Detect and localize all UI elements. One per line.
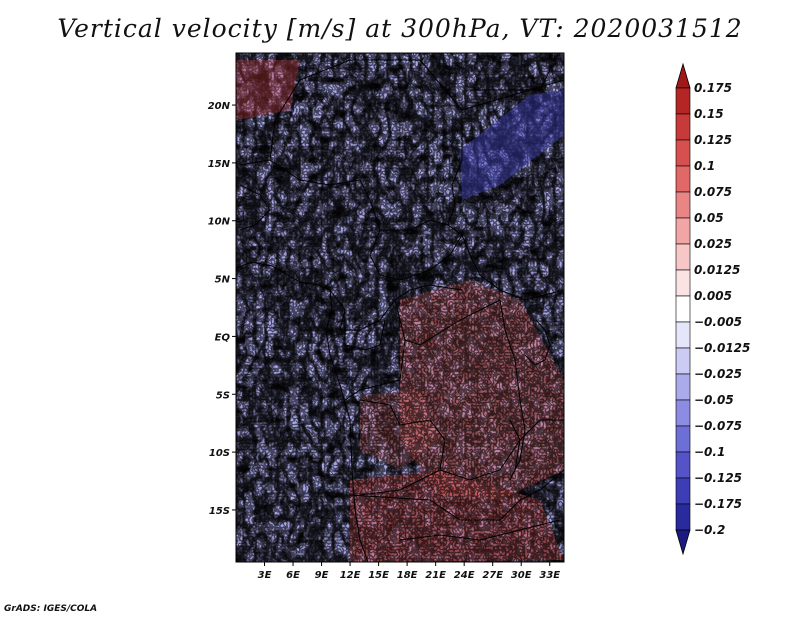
- colorbar-label: 0.125: [694, 133, 732, 147]
- x-tick-label: 15E: [368, 570, 389, 581]
- colorbar-label: −0.125: [694, 471, 742, 485]
- colorbar-swatch: [675, 87, 691, 115]
- y-axis: 20N 15N 10N 5N EQ 5S 10S 15S: [208, 101, 236, 517]
- x-tick-label: 30E: [511, 570, 532, 581]
- x-tick-label: 27E: [482, 570, 503, 581]
- colorbar-swatch: [675, 191, 691, 219]
- y-tick-label: EQ: [215, 332, 231, 343]
- colorbar-label: 0.1: [694, 159, 715, 173]
- x-tick-label: 21E: [425, 570, 446, 581]
- colorbar-swatch: [675, 477, 691, 505]
- y-tick-label: 5N: [215, 275, 231, 286]
- colorbar-extend-bottom: [675, 529, 691, 556]
- colorbar-swatch: [675, 113, 691, 141]
- colorbar-label: −0.0125: [694, 341, 750, 355]
- colorbar-swatch: [675, 243, 691, 271]
- colorbar-swatch: [675, 503, 691, 531]
- y-tick-label: 15S: [209, 506, 230, 517]
- colorbar-label: 0.025: [694, 237, 732, 251]
- colorbar-label: 0.05: [694, 211, 724, 225]
- colorbar-label: 0.175: [694, 81, 732, 95]
- grads-credit: GrADS: IGES/COLA: [4, 604, 98, 614]
- colorbar-swatch: [675, 399, 691, 427]
- colorbar-label: −0.2: [694, 523, 725, 537]
- x-tick-label: 12E: [340, 570, 361, 581]
- y-tick-label: 5S: [216, 390, 230, 401]
- colorbar-swatch: [675, 321, 691, 349]
- colorbar-label: −0.05: [694, 393, 734, 407]
- colorbar-swatch: [675, 139, 691, 167]
- colorbar-label: 0.15: [694, 107, 724, 121]
- x-tick-label: 18E: [397, 570, 418, 581]
- coastlines-and-borders: [236, 59, 564, 562]
- colorbar-extend-top: [675, 62, 691, 89]
- x-tick-label: 33E: [539, 570, 560, 581]
- colorbar-swatch: [675, 269, 691, 297]
- colorbar-label: −0.075: [694, 419, 742, 433]
- chart-title: Vertical velocity [m/s] at 300hPa, VT: 2…: [57, 14, 743, 43]
- colorbar-swatch: [675, 425, 691, 453]
- velocity-field: [236, 53, 564, 562]
- colorbar-swatch: [675, 217, 691, 245]
- x-axis: 3E 6E 9E 12E 15E 18E 21E 24E 27E 30E 33E: [258, 562, 560, 581]
- y-tick-label: 15N: [208, 159, 231, 170]
- y-tick-label: 10N: [208, 217, 231, 228]
- x-tick-label: 6E: [286, 570, 300, 581]
- colorbar-label: −0.175: [694, 497, 742, 511]
- colorbar-label: −0.025: [694, 367, 742, 381]
- colorbar-swatch: [675, 451, 691, 479]
- y-tick-label: 10S: [209, 448, 230, 459]
- colorbar-swatch: [675, 347, 691, 375]
- colorbar-swatch: [675, 295, 691, 323]
- x-tick-label: 9E: [315, 570, 329, 581]
- colorbar-label: 0.075: [694, 185, 732, 199]
- y-tick-label: 20N: [208, 101, 231, 112]
- colorbar-label: 0.005: [694, 289, 732, 303]
- x-tick-label: 3E: [258, 570, 272, 581]
- colorbar-swatch: [675, 373, 691, 401]
- plot-frame: [235, 52, 565, 563]
- x-tick-label: 24E: [454, 570, 475, 581]
- colorbar: 0.175 0.15 0.125 0.1 0.075 0.05 0.025 0.0125 0.0…: [675, 62, 750, 556]
- colorbar-label: 0.0125: [694, 263, 740, 277]
- colorbar-label: −0.1: [694, 445, 725, 459]
- colorbar-swatch: [675, 165, 691, 193]
- colorbar-label: −0.005: [694, 315, 742, 329]
